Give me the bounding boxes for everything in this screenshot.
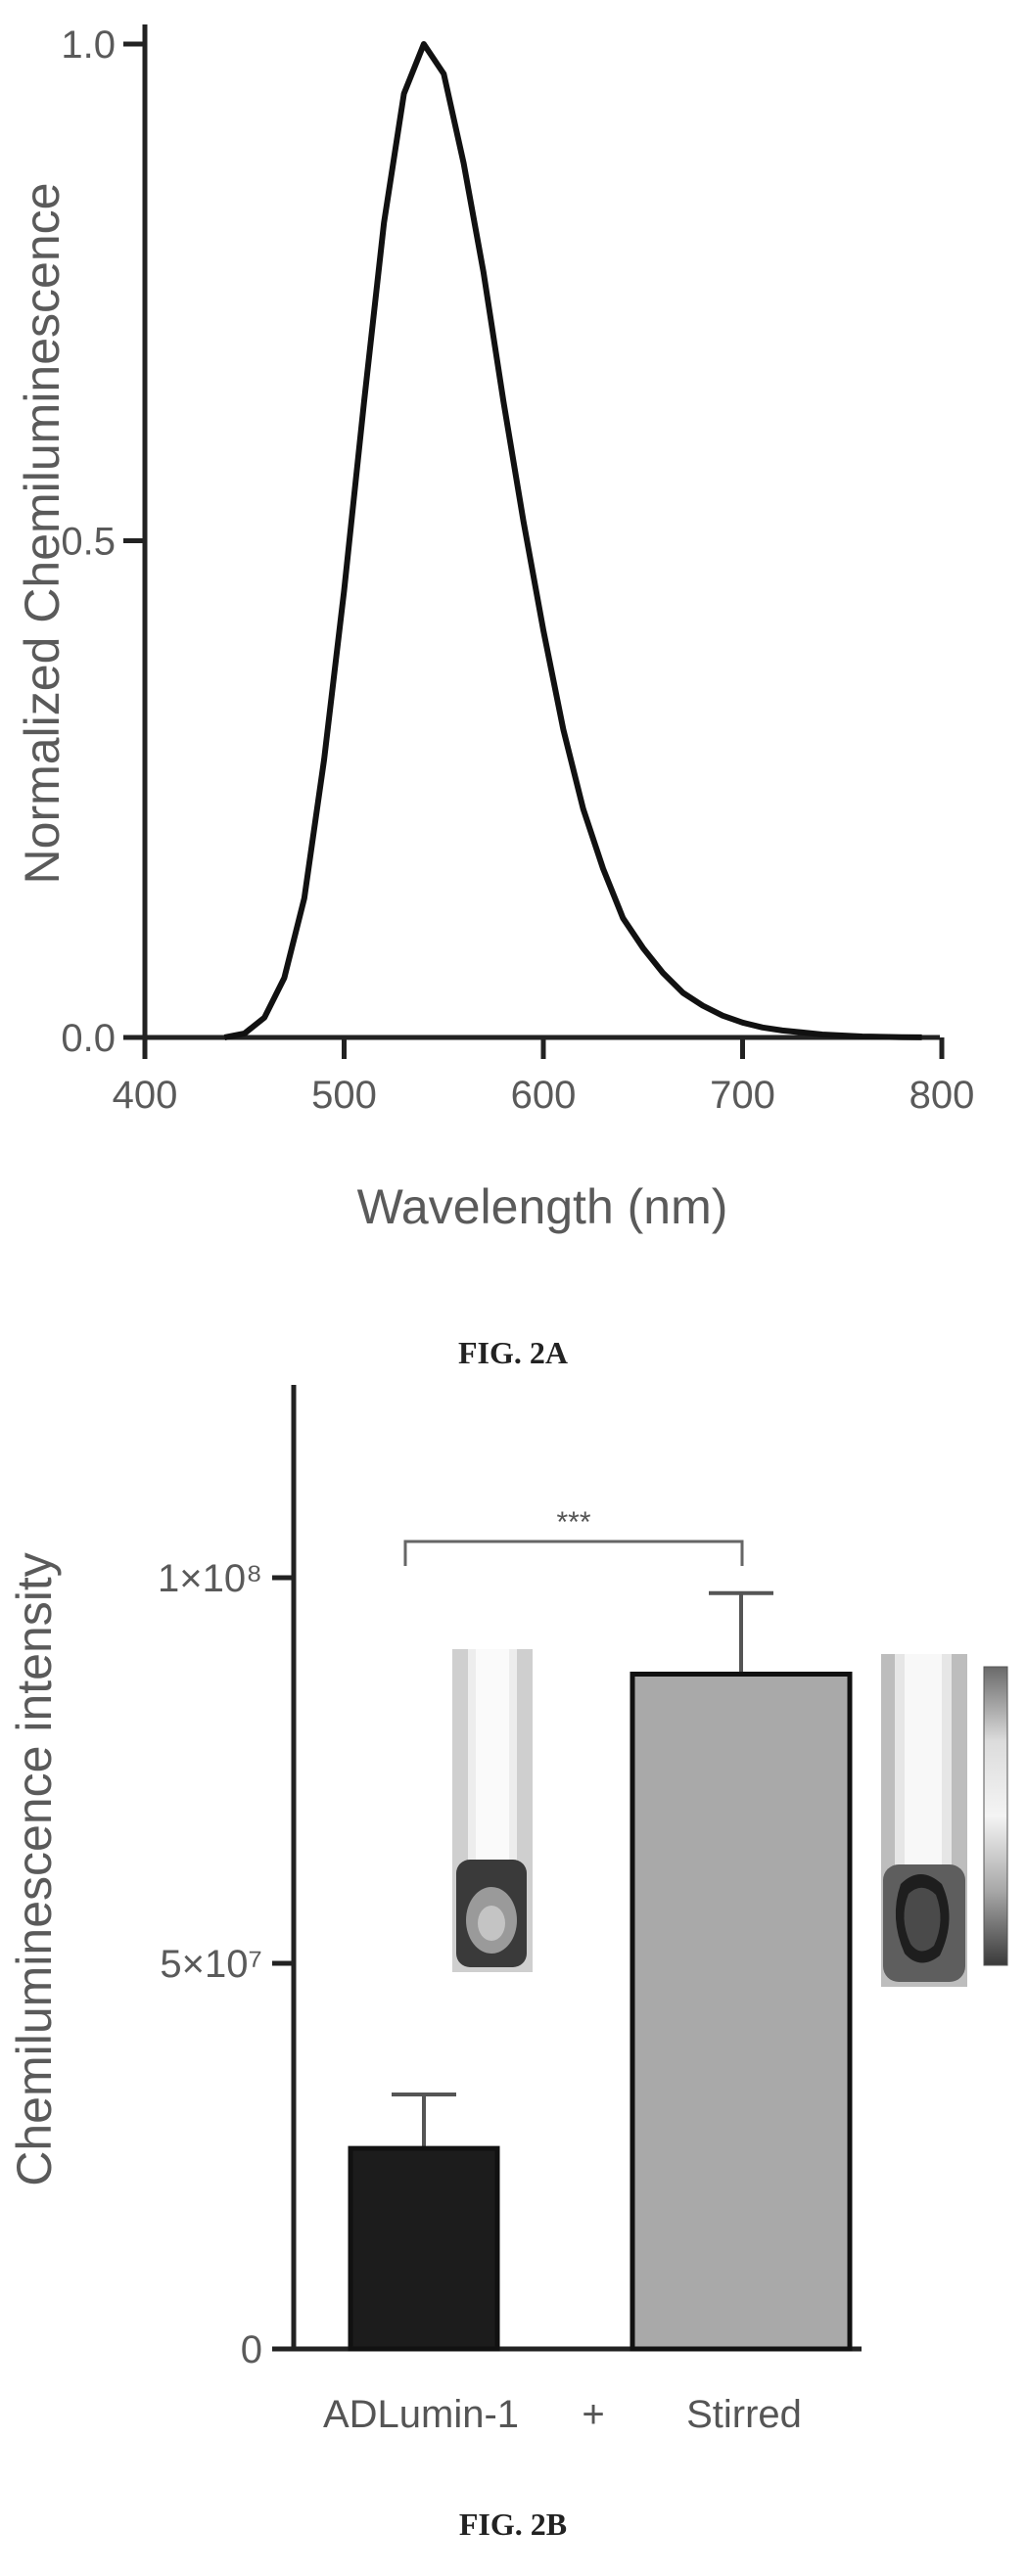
y-tick-label: 0 bbox=[241, 2328, 262, 2371]
cuvette-image-adlumin bbox=[452, 1649, 533, 1972]
y-tick-label: 1×10⁸ bbox=[158, 1557, 262, 1600]
y-tick-label: 5×10⁷ bbox=[160, 1943, 262, 1986]
bar-adlumin-1 bbox=[348, 2145, 500, 2352]
significance-label: *** bbox=[556, 1506, 590, 1539]
spectrum-line bbox=[223, 41, 922, 1040]
y-tick-label: 0.0 bbox=[61, 1017, 116, 1060]
y-tick-label: 0.5 bbox=[61, 521, 116, 564]
figure-caption-2a: FIG. 2A bbox=[458, 1335, 568, 1370]
x-tick-label: 700 bbox=[710, 1074, 775, 1117]
category-label-plus: + bbox=[582, 2393, 604, 2436]
x-tick-label: 800 bbox=[909, 1074, 975, 1117]
bar-stirred bbox=[630, 1672, 853, 2352]
x-tick-label: 600 bbox=[511, 1074, 577, 1117]
x-tick-label: 500 bbox=[311, 1074, 377, 1117]
color-scale-bar bbox=[983, 1666, 1008, 1966]
y-axis-title: Chemiluminescence intensity bbox=[7, 1552, 62, 2186]
y-tick-label: 1.0 bbox=[61, 23, 116, 67]
spectrum-chart: 400 500 600 700 800 0.0 0.5 1.0 Normalized Chem… bbox=[15, 23, 974, 1370]
error-bar bbox=[709, 1590, 773, 1675]
y-axis-title: Normalized Chemiluminescence bbox=[15, 183, 70, 885]
significance-bracket: *** bbox=[403, 1506, 744, 1566]
intensity-bar-chart: 0 5×10⁷ 1×10⁸ bbox=[7, 1385, 1008, 2542]
error-bar bbox=[392, 2092, 456, 2149]
figure-caption-2b: FIG. 2B bbox=[459, 2507, 567, 2542]
cuvette-image-stirred bbox=[881, 1654, 967, 1987]
x-axis-title: Wavelength (nm) bbox=[357, 1179, 728, 1234]
x-tick-label: 400 bbox=[113, 1074, 178, 1117]
category-label-stirred: Stirred bbox=[686, 2393, 802, 2436]
category-label-adlumin: ADLumin-1 bbox=[323, 2393, 519, 2436]
